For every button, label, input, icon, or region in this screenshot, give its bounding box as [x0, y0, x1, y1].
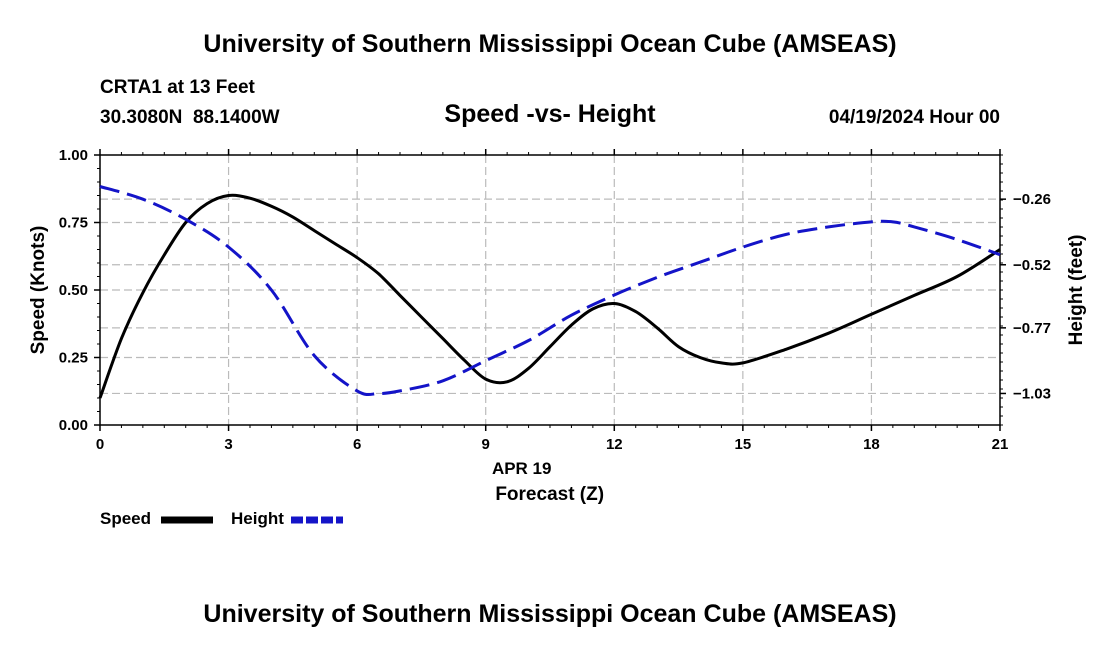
station-coords: 30.3080N 88.1400W — [100, 107, 280, 128]
x-tick-label: 15 — [735, 436, 752, 453]
y-left-tick-label: 0.75 — [59, 215, 88, 232]
y-left-tick-label: 0.25 — [59, 350, 88, 367]
x-tick-label: 18 — [863, 436, 880, 453]
x-tick-label: 6 — [353, 436, 361, 453]
x-tick-label: 0 — [96, 436, 104, 453]
y-axis-right-label: Height (feet) — [1066, 235, 1087, 346]
series-line-speed — [98, 193, 1001, 399]
x-tick-label: 21 — [992, 436, 1009, 453]
forecast-datetime: 04/19/2024 Hour 00 — [828, 107, 1000, 128]
x-tick-label: 9 — [482, 436, 490, 453]
grid-layer — [100, 155, 1000, 425]
y-left-tick-label: 0.50 — [59, 282, 88, 299]
y-right-tick-label: −0.52 — [1013, 257, 1051, 274]
chart-title: Speed -vs- Height — [444, 100, 656, 128]
legend-speed-swatch — [161, 516, 213, 524]
y-left-tick-label: 0.00 — [59, 417, 88, 434]
ticks-layer: 0 3 6 9 12 15 18 21 0.00 0.25 0.50 0.75 1.00 −1.03 −0.… — [59, 147, 1051, 453]
legend-speed-label: Speed — [100, 509, 152, 528]
x-tick-label: 12 — [606, 436, 623, 453]
x-axis-date-label: APR 19 — [492, 459, 552, 478]
y-left-tick-label: 1.00 — [59, 147, 88, 164]
footer-title: University of Southern Mississippi Ocean… — [203, 600, 897, 628]
station-name: CRTA1 at 13 Feet — [100, 77, 255, 98]
legend-height-label: Height — [231, 509, 284, 528]
y-right-tick-label: −1.03 — [1013, 385, 1051, 402]
x-tick-label: 3 — [224, 436, 232, 453]
y-axis-left-label: Speed (Knots) — [28, 226, 49, 355]
y-right-tick-label: −0.77 — [1013, 320, 1051, 337]
y-right-tick-label: −0.26 — [1013, 191, 1051, 208]
series-line-height — [99, 185, 1001, 397]
x-axis-label: Forecast (Z) — [495, 484, 604, 505]
page-title: University of Southern Mississippi Ocean… — [203, 30, 897, 58]
series-layer — [98, 185, 1001, 399]
legend-height-swatch — [291, 516, 343, 524]
